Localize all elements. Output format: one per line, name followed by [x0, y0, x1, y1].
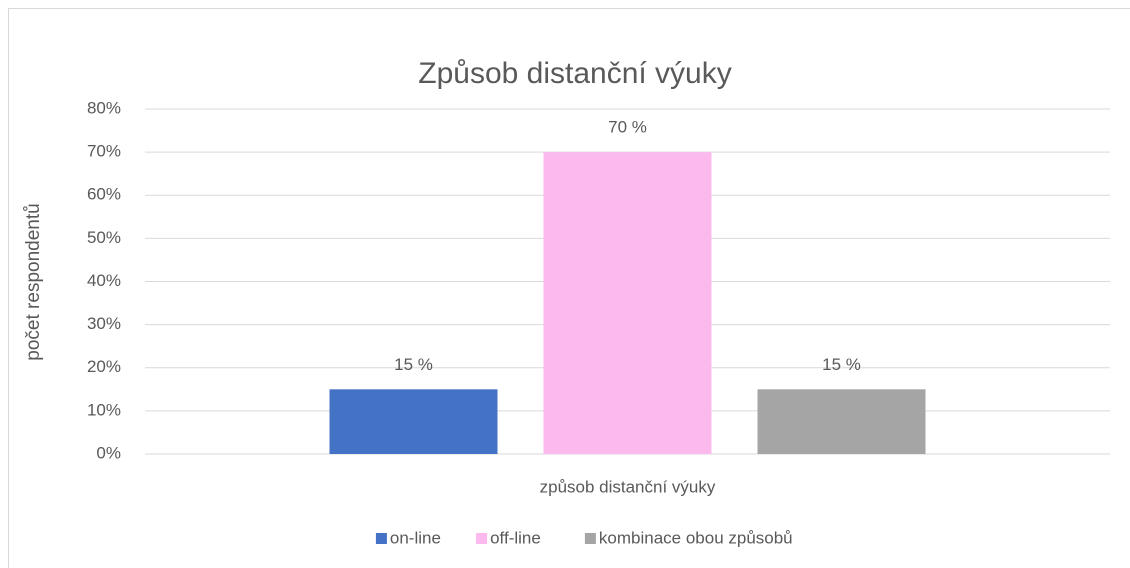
data-label: 15 %	[394, 355, 433, 374]
legend-label: kombinace obou způsobů	[599, 528, 793, 547]
data-label: 70 %	[608, 118, 647, 137]
y-tick-label: 60%	[87, 185, 121, 204]
chart-title: Způsob distanční výuky	[418, 57, 732, 90]
legend-swatch	[584, 533, 596, 544]
y-tick-label: 10%	[87, 400, 121, 419]
y-axis-label: počet respondentů	[23, 203, 44, 360]
y-tick-label: 40%	[87, 271, 121, 290]
legend-swatch	[476, 533, 488, 544]
bar	[329, 389, 498, 454]
legend-label: off-line	[490, 528, 541, 547]
y-tick-label: 30%	[87, 314, 121, 333]
y-tick-label: 80%	[87, 98, 121, 117]
bar	[543, 152, 712, 454]
y-tick-label: 70%	[87, 142, 121, 161]
bar	[757, 389, 926, 454]
legend-label: on-line	[390, 528, 441, 547]
y-tick-label: 0%	[96, 443, 121, 462]
data-label: 15 %	[822, 355, 861, 374]
y-tick-label: 50%	[87, 228, 121, 247]
x-tick-label: způsob distanční výuky	[540, 477, 716, 496]
y-tick-label: 20%	[87, 357, 121, 376]
legend-swatch	[375, 533, 387, 544]
